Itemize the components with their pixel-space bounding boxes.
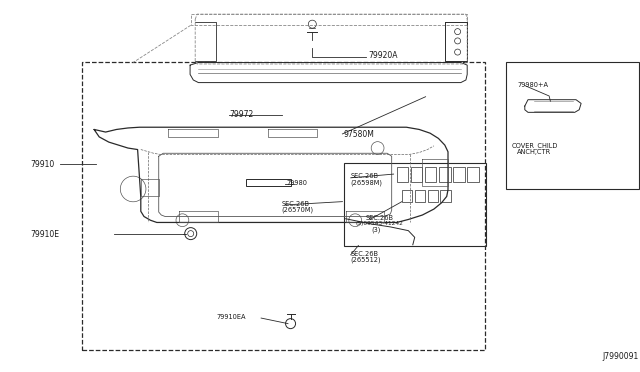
Bar [439,167,451,182]
Bar [411,167,422,182]
Text: (S)09543-41242: (S)09543-41242 [355,221,403,227]
Text: 97580M: 97580M [344,130,374,139]
Bar [428,190,438,202]
Text: SEC.26B: SEC.26B [351,251,379,257]
Bar [467,167,479,182]
Bar [425,167,436,182]
Bar [344,163,486,246]
Bar [440,190,451,202]
Text: 79980: 79980 [287,180,308,186]
Text: COVER_CHILD: COVER_CHILD [512,142,558,149]
Bar [506,62,639,189]
Bar [397,167,408,182]
Text: 79910EA: 79910EA [216,314,246,320]
Text: SEC.26B: SEC.26B [282,201,310,207]
Text: (26570M): (26570M) [282,207,314,214]
Text: 79972: 79972 [229,110,253,119]
Text: 79910E: 79910E [31,230,60,239]
Text: (3): (3) [371,227,381,233]
Bar [82,62,485,350]
Text: (26598M): (26598M) [351,180,383,186]
Text: SEC.26B: SEC.26B [351,173,379,179]
Text: ANCH,CTR: ANCH,CTR [517,149,552,155]
Text: (265512): (265512) [351,257,381,263]
Bar [415,190,425,202]
Bar [246,179,291,186]
Bar [402,190,412,202]
Text: 79920A: 79920A [368,51,397,60]
Bar [453,167,465,182]
Text: J7990091: J7990091 [602,352,639,361]
Text: SEC.26B: SEC.26B [366,215,394,221]
Text: 79910: 79910 [31,160,55,169]
Text: 79980+A: 79980+A [517,82,548,88]
